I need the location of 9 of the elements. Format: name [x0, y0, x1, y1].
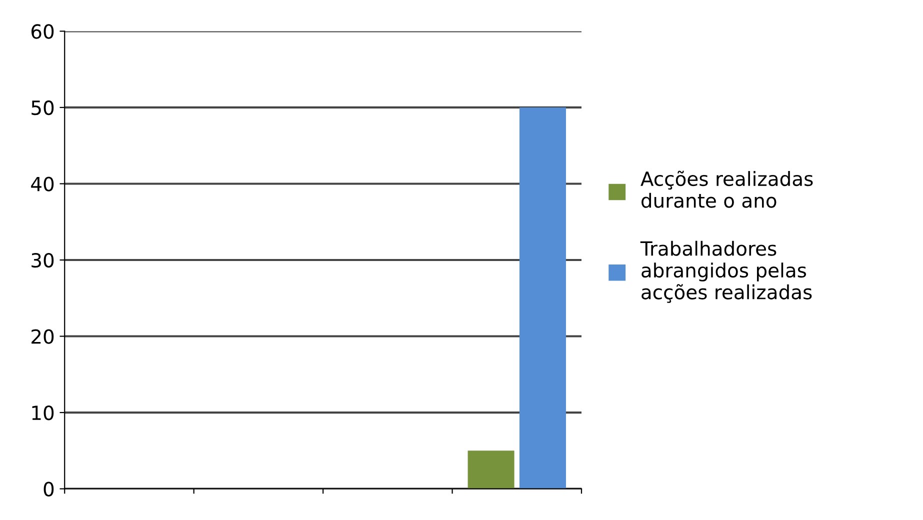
- y-tick-label: 40: [31, 176, 54, 192]
- y-tick-label: 0: [44, 482, 54, 496]
- legend-label: Trabalhadores abrangidos pelas acções realizadas: [640, 240, 812, 303]
- y-tick-label: 60: [32, 24, 54, 39]
- y-tick-label: 50: [32, 100, 54, 116]
- y-tick-label: 20: [32, 329, 54, 344]
- y-tick-label: 10: [32, 405, 54, 420]
- legend-label: Acções realizadas durante o ano: [640, 170, 813, 208]
- y-tick-label: 30: [32, 252, 54, 268]
